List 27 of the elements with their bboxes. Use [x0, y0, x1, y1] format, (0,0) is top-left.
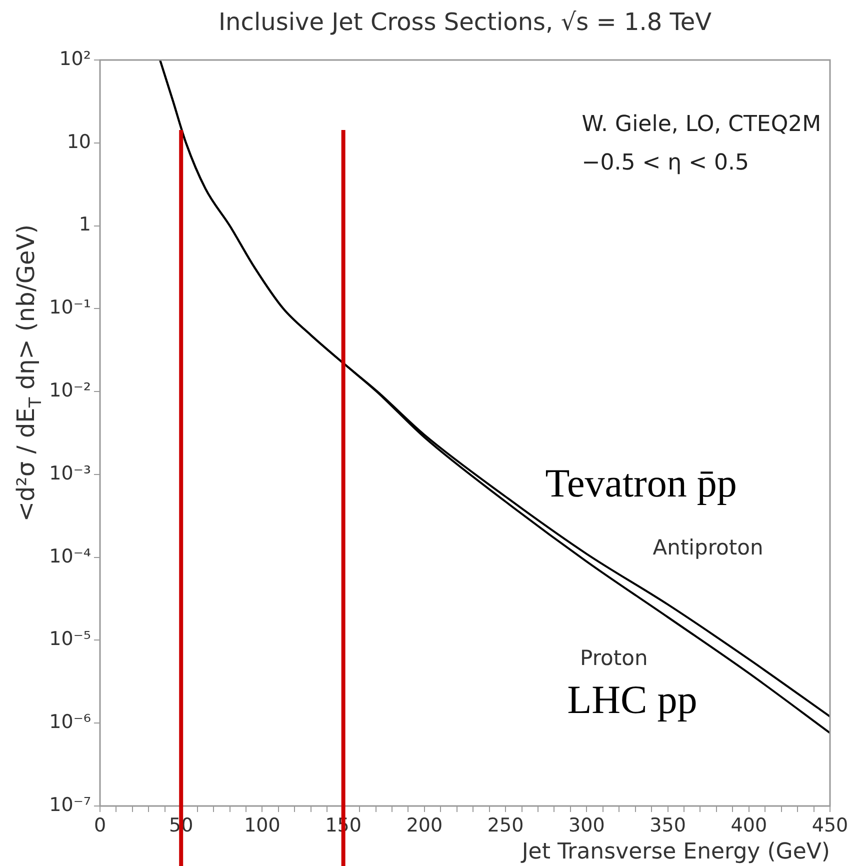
- y-tick-label: 10⁻⁴: [49, 545, 92, 568]
- y-tick-label: 10⁻²: [49, 379, 91, 402]
- y-axis-title: <d²σ / dET dη> (nb/GeV): [12, 224, 46, 522]
- x-tick-label: 350: [650, 814, 686, 836]
- series-label: Proton: [580, 646, 648, 670]
- annotation: W. Giele, LO, CTEQ2M: [582, 112, 822, 137]
- chart-title: Inclusive Jet Cross Sections, √s = 1.8 TeV: [218, 8, 712, 36]
- y-tick-label: 10⁻¹: [49, 296, 91, 319]
- x-tick-label: 100: [244, 814, 280, 836]
- x-tick-label: 250: [487, 814, 524, 836]
- y-tick-label: 10⁻⁷: [49, 794, 91, 816]
- x-axis-title: Jet Transverse Energy (GeV): [520, 840, 830, 865]
- annotation: −0.5 < η < 0.5: [582, 150, 750, 176]
- x-tick-label: 300: [568, 814, 605, 836]
- y-tick-label: 10: [66, 130, 91, 153]
- y-tick-label: 10⁻³: [49, 462, 91, 484]
- y-tick-label: 10⁻⁶: [49, 711, 91, 734]
- x-tick-label: 450: [812, 814, 848, 836]
- series-label: Antiproton: [652, 535, 764, 560]
- x-tick-label: 200: [406, 814, 443, 836]
- annotation: Tevatron p̄p: [545, 460, 737, 506]
- annotation: LHC pp: [567, 676, 698, 722]
- y-tick-label: 10⁻⁵: [49, 628, 91, 650]
- x-tick-label: 400: [730, 814, 768, 836]
- y-tick-label: 1: [78, 214, 91, 236]
- x-tick-label: 0: [94, 814, 106, 836]
- y-tick-label: 10²: [59, 48, 91, 70]
